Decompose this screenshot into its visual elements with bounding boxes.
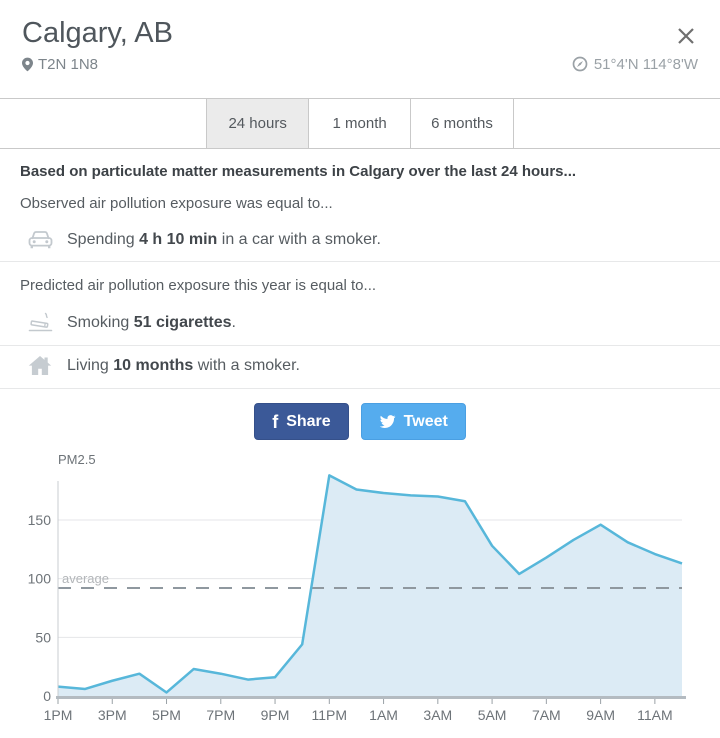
tab-label: 24 hours: [228, 115, 287, 132]
svg-text:7PM: 7PM: [206, 707, 235, 723]
close-button[interactable]: [672, 22, 700, 50]
header-subrow: T2N 1N8 51°4'N 114°8'W: [22, 56, 698, 73]
share-bar: f Share Tweet: [0, 403, 720, 440]
tab-6-months[interactable]: 6 months: [410, 99, 514, 148]
svg-text:1AM: 1AM: [369, 707, 398, 723]
coordinates: 51°4'N 114°8'W: [572, 56, 698, 73]
car-icon: [26, 230, 54, 249]
svg-text:9AM: 9AM: [586, 707, 615, 723]
svg-text:11PM: 11PM: [312, 707, 348, 723]
page-title: Calgary, AB: [22, 17, 173, 49]
exposure-summary: Based on particulate matter measurements…: [0, 163, 720, 440]
exposure-row-house: Living 10 months with a smoker.: [0, 346, 720, 389]
tab-24-hours[interactable]: 24 hours: [206, 99, 309, 148]
cigarette-icon: [26, 312, 54, 333]
tweet-button[interactable]: Tweet: [360, 403, 466, 440]
svg-text:150: 150: [28, 512, 52, 528]
postal-code: T2N 1N8: [22, 56, 98, 73]
svg-text:3PM: 3PM: [98, 707, 127, 723]
pm25-chart-section: PM2.5 average 0 50 100 150 1PM 3PM 5PM 7PM 9PM 11P…: [0, 452, 720, 738]
observed-label: Observed air pollution exposure was equa…: [20, 195, 333, 212]
close-icon: [678, 28, 694, 44]
house-icon: [26, 355, 54, 376]
postal-code-text: T2N 1N8: [38, 55, 99, 73]
chart-ylabel: PM2.5: [58, 452, 96, 467]
pm25-area-chart: average 0 50 100 150 1PM 3PM 5PM 7PM 9PM 11PM 1AM 3A…: [28, 474, 686, 723]
time-range-tabs: 24 hours 1 month 6 months: [0, 98, 720, 149]
svg-text:5AM: 5AM: [478, 707, 507, 723]
facebook-icon: f: [272, 411, 279, 432]
predicted-equivalence-text: Smoking 51 cigarettes.: [67, 313, 236, 331]
svg-text:3AM: 3AM: [423, 707, 452, 723]
svg-text:9PM: 9PM: [261, 707, 290, 723]
svg-text:5PM: 5PM: [152, 707, 181, 723]
exposure-row-cigarettes: Smoking 51 cigarettes.: [0, 303, 720, 346]
svg-text:100: 100: [28, 571, 52, 587]
svg-text:1PM: 1PM: [44, 707, 73, 723]
tab-label: 1 month: [332, 115, 387, 132]
coordinates-text: 51°4'N 114°8'W: [593, 55, 698, 73]
share-button[interactable]: f Share: [254, 403, 349, 440]
svg-text:50: 50: [35, 629, 51, 645]
svg-text:11AM: 11AM: [637, 707, 673, 723]
compass-icon: [572, 56, 588, 72]
summary-heading: Based on particulate matter measurements…: [20, 163, 577, 180]
exposure-row-car: Spending 4 h 10 min in a car with a smok…: [0, 221, 720, 262]
svg-text:average: average: [62, 571, 109, 586]
tab-label: 6 months: [431, 115, 493, 132]
predicted-label: Predicted air pollution exposure this ye…: [20, 277, 377, 294]
tab-1-month[interactable]: 1 month: [308, 99, 411, 148]
twitter-icon: [379, 414, 396, 428]
svg-text:0: 0: [43, 688, 51, 704]
predicted-equivalence-text: Living 10 months with a smoker.: [67, 356, 300, 374]
observed-equivalence-text: Spending 4 h 10 min in a car with a smok…: [67, 230, 381, 248]
header: Calgary, AB T2N 1N8 51°4'N 114°8'W: [0, 0, 720, 98]
location-pin-icon: [22, 57, 33, 72]
svg-text:7AM: 7AM: [532, 707, 561, 723]
